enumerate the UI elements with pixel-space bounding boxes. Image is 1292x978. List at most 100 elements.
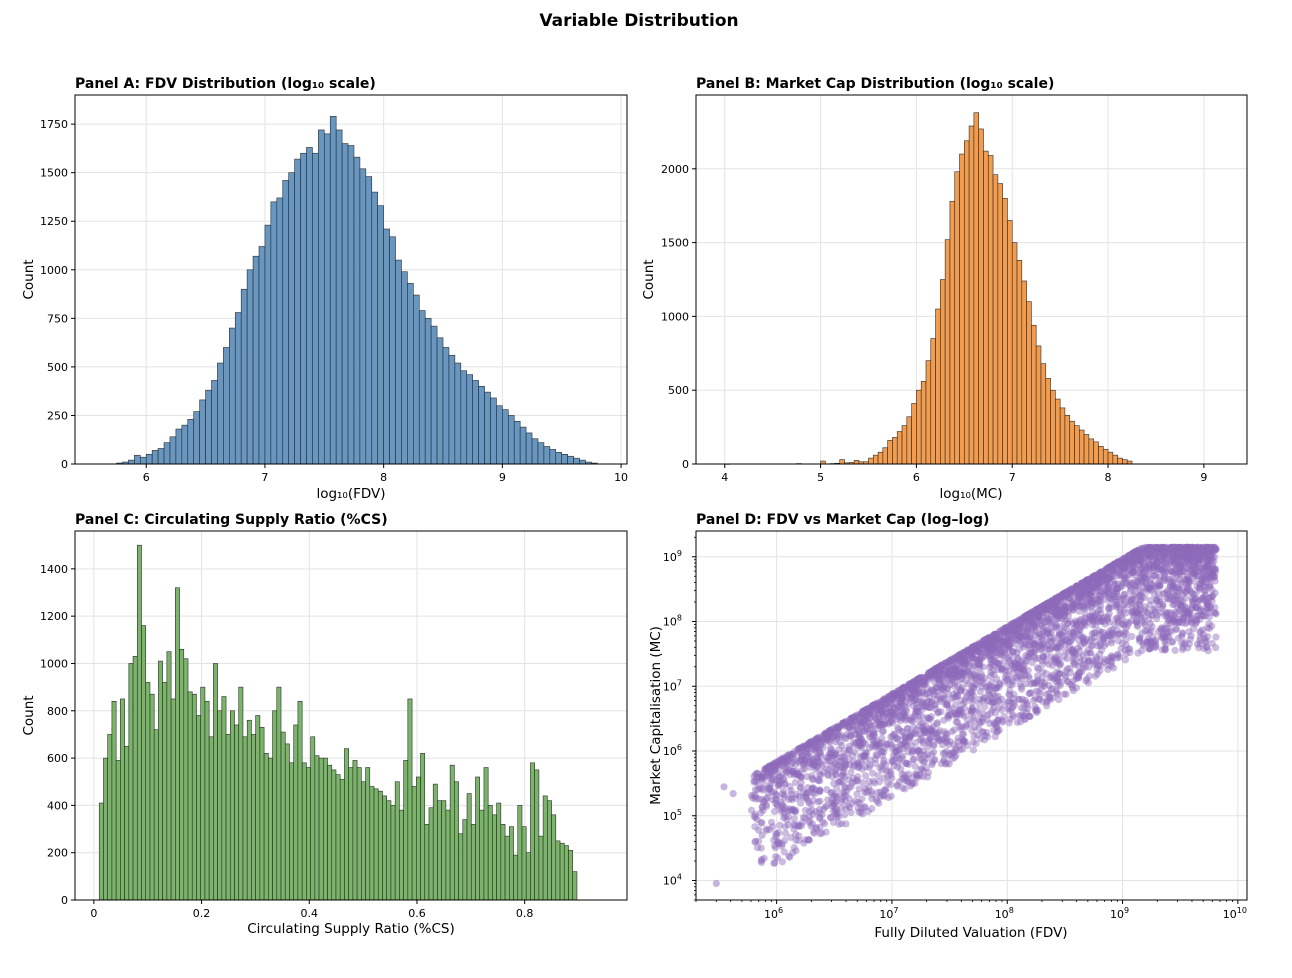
histogram-bar — [492, 814, 497, 901]
histogram-bar — [496, 405, 503, 465]
histogram-bar — [145, 682, 151, 901]
scatter-point — [897, 699, 906, 708]
x-tick-label: 0 — [90, 907, 97, 920]
scatter-point — [1126, 645, 1134, 653]
scatter-point — [960, 671, 968, 679]
histogram-bar — [352, 760, 358, 901]
scatter-point — [1201, 634, 1209, 643]
scatter-point — [862, 705, 870, 714]
scatter-point — [1076, 598, 1085, 606]
scatter-point — [1099, 617, 1108, 626]
scatter-point — [866, 733, 874, 741]
scatter-point — [889, 690, 897, 698]
scatter-point — [943, 730, 951, 738]
scatter-point — [765, 785, 773, 793]
scatter-point — [1208, 561, 1216, 569]
histogram-bar — [1098, 445, 1104, 465]
scatter-point — [987, 662, 995, 670]
histogram-bar — [399, 809, 404, 901]
scatter-point — [840, 719, 848, 727]
scatter-point — [995, 659, 1003, 668]
scatter-point — [1027, 618, 1035, 626]
scatter-point — [761, 765, 769, 773]
scatter-point — [1029, 607, 1037, 616]
scatter-point — [1085, 657, 1093, 665]
scatter-point — [1099, 628, 1108, 637]
scatter-point — [892, 735, 900, 743]
scatter-point — [790, 750, 798, 758]
scatter-point — [1048, 601, 1056, 609]
scatter-point — [838, 741, 846, 750]
scatter-point — [1096, 605, 1104, 614]
histogram-bar — [1050, 389, 1056, 465]
scatter-point — [1135, 634, 1143, 642]
x-tick-base: 10 — [1110, 908, 1124, 921]
scatter-point — [764, 789, 773, 797]
scatter-point — [1182, 618, 1191, 626]
scatter-point — [1039, 602, 1048, 610]
scatter-point — [903, 742, 911, 750]
scatter-point — [1085, 576, 1093, 584]
scatter-point — [1038, 625, 1046, 633]
scatter-point — [1008, 620, 1016, 628]
histogram-bar — [507, 415, 515, 465]
scatter-point — [1026, 649, 1034, 657]
scatter-point — [828, 802, 836, 810]
scatter-point — [1127, 566, 1135, 574]
scatter-point — [1061, 602, 1069, 611]
scatter-point — [1132, 617, 1141, 625]
scatter-point — [1206, 555, 1214, 563]
scatter-point — [1152, 643, 1160, 651]
scatter-point — [993, 722, 1001, 730]
scatter-point — [1109, 589, 1117, 597]
scatter-point — [774, 838, 783, 846]
scatter-point — [1087, 616, 1096, 624]
scatter-point — [919, 723, 927, 731]
scatter-point — [1040, 618, 1048, 627]
scatter-point — [1173, 544, 1181, 552]
scatter-point — [1143, 565, 1151, 573]
scatter-point — [1175, 544, 1183, 552]
scatter-point — [1018, 685, 1026, 693]
scatter-point — [1062, 602, 1070, 610]
scatter-point — [918, 724, 926, 732]
panel-a: Panel A: FDV Distribution (log₁₀ scale) … — [21, 76, 628, 502]
scatter-point — [893, 781, 902, 789]
scatter-point — [952, 752, 960, 760]
histogram-bar — [530, 762, 535, 901]
y-tick-label: 106 — [663, 743, 682, 758]
scatter-point — [1129, 557, 1137, 565]
scatter-point — [778, 840, 786, 848]
scatter-point — [1048, 662, 1056, 670]
scatter-point — [1177, 578, 1185, 586]
histogram-bar — [246, 269, 254, 465]
histogram-bar — [478, 386, 485, 465]
scatter-point — [772, 833, 780, 841]
scatter-point — [1122, 554, 1130, 562]
scatter-point — [1196, 545, 1204, 553]
scatter-point — [879, 728, 887, 736]
scatter-point — [776, 821, 784, 829]
histogram-bar — [1016, 260, 1023, 465]
scatter-point — [1081, 578, 1089, 586]
scatter-point — [910, 678, 919, 686]
scatter-point — [1043, 599, 1051, 608]
histogram-bar — [280, 731, 286, 901]
scatter-point — [1114, 558, 1122, 566]
scatter-point — [901, 785, 909, 793]
scatter-point — [786, 805, 794, 813]
scatter-point — [1051, 623, 1059, 631]
scatter-point — [1043, 650, 1051, 659]
scatter-point — [1183, 573, 1192, 581]
scatter-point — [1172, 591, 1180, 600]
scatter-point — [1198, 574, 1206, 583]
scatter-point — [1132, 601, 1140, 610]
scatter-point — [795, 823, 803, 831]
scatter-point — [1118, 582, 1126, 590]
histogram-bar — [407, 698, 413, 901]
scatter-point — [985, 663, 993, 671]
scatter-point — [908, 780, 916, 788]
scatter-point — [804, 739, 813, 747]
histogram-bar — [263, 753, 269, 901]
